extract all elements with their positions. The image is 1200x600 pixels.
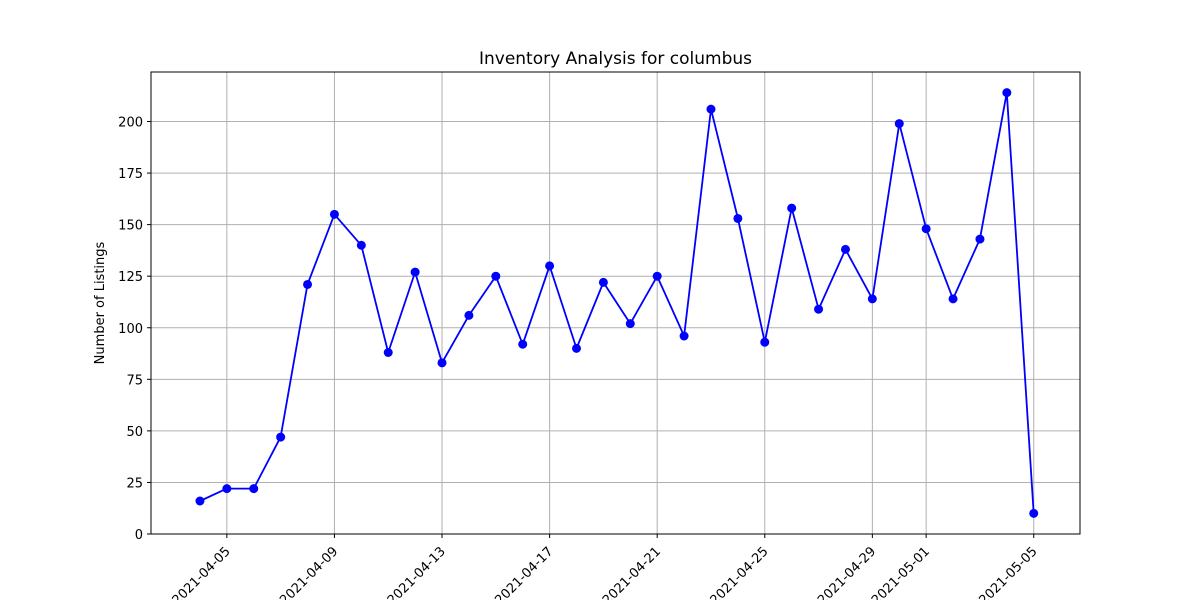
data-point <box>491 271 501 281</box>
data-point <box>329 209 339 219</box>
data-point <box>518 339 528 349</box>
data-point <box>195 496 205 506</box>
y-tick-label: 200 <box>118 116 143 131</box>
x-tick-label: 2021-04-29 <box>815 544 879 600</box>
data-point <box>706 104 716 114</box>
x-tick-label: 2021-05-01 <box>869 544 933 600</box>
y-axis-label: Number of Listings <box>93 241 108 364</box>
data-point <box>894 119 904 129</box>
data-point <box>625 319 635 329</box>
y-tick-label: 0 <box>135 528 143 543</box>
y-tick-label: 100 <box>118 322 143 337</box>
y-tick-label: 25 <box>126 476 143 491</box>
plot-area-frame <box>150 71 1081 535</box>
x-tick-label: 2021-04-25 <box>708 544 772 600</box>
x-tick-label: 2021-04-17 <box>492 544 556 600</box>
grid-lines <box>151 72 1080 535</box>
x-tick-label: 2021-04-13 <box>385 544 449 600</box>
data-point <box>867 294 877 304</box>
data-point <box>652 271 662 281</box>
axis-ticks: 0 25 50 75 100 125 150 175 200 2021-04-05 2021-04-… <box>118 116 1040 600</box>
data-point <box>840 244 850 254</box>
data-point <box>1002 88 1012 98</box>
data-point <box>787 203 797 213</box>
data-point <box>303 279 313 289</box>
y-tick-label: 50 <box>126 425 143 440</box>
x-tick-label: 2021-04-09 <box>277 544 341 600</box>
series-inventory <box>195 88 1039 518</box>
data-point <box>975 234 985 244</box>
series-line <box>199 91 1035 514</box>
data-point <box>572 343 582 353</box>
data-point <box>814 304 824 314</box>
data-point <box>545 261 555 271</box>
data-point <box>921 224 931 234</box>
data-point <box>410 267 420 277</box>
data-point <box>222 484 232 494</box>
x-tick-label: 2021-04-21 <box>600 544 664 600</box>
x-tick-label: 2021-04-05 <box>170 544 234 600</box>
chart-title: Inventory Analysis for columbus <box>479 49 752 69</box>
data-point <box>948 294 958 304</box>
data-point <box>598 277 608 287</box>
y-tick-label: 125 <box>118 270 143 285</box>
data-point <box>679 331 689 341</box>
data-point <box>437 358 447 368</box>
data-point <box>249 484 259 494</box>
y-tick-label: 150 <box>118 219 143 234</box>
data-point <box>383 348 393 357</box>
data-point <box>276 432 286 442</box>
x-tick-label: 2021-05-05 <box>977 544 1041 600</box>
data-point <box>356 240 366 250</box>
y-tick-label: 75 <box>126 373 143 388</box>
data-point <box>733 213 743 223</box>
data-point <box>760 337 770 347</box>
y-tick-label: 175 <box>118 167 143 182</box>
data-point <box>464 310 474 320</box>
data-point <box>1029 508 1039 518</box>
